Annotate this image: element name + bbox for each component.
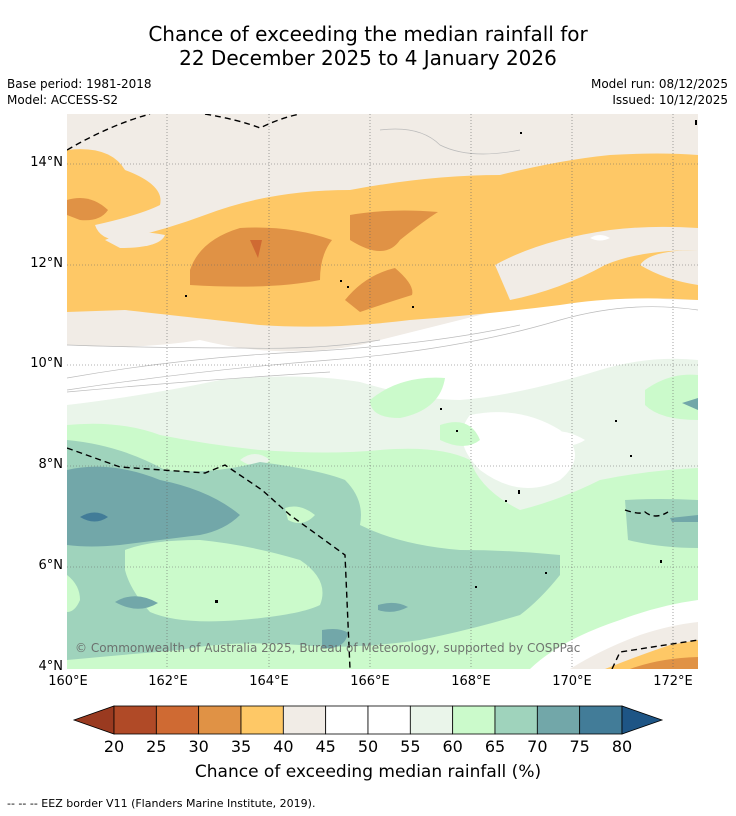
lat-label-4n: 4°N bbox=[38, 659, 64, 674]
colorbar-segment-30-35 bbox=[198, 705, 242, 735]
colorbar-tick-30: 30 bbox=[188, 737, 209, 756]
graticule bbox=[67, 114, 698, 669]
lat-label-10n: 10°N bbox=[30, 356, 63, 371]
colorbar-segment-25-30 bbox=[155, 705, 200, 735]
patch-75-80-a bbox=[80, 512, 108, 522]
map-title-line2: 22 December 2025 to 4 January 2026 bbox=[179, 46, 557, 70]
patch-70-75-a bbox=[67, 466, 240, 547]
lon-label-172e: 172°E bbox=[653, 674, 693, 689]
islands bbox=[185, 120, 697, 603]
colorbar-tick-50: 50 bbox=[357, 737, 379, 756]
colorbar-segment-65-70 bbox=[494, 705, 538, 735]
patch-25-30 bbox=[250, 240, 262, 258]
colorbar-segment-35-40 bbox=[240, 705, 284, 735]
colorbar-tick-55: 55 bbox=[400, 737, 421, 756]
colorbar-tick-60: 60 bbox=[442, 737, 463, 756]
patch-30-35-b bbox=[190, 227, 332, 287]
lon-label-164e: 164°E bbox=[249, 674, 289, 689]
lon-label-160e: 160°E bbox=[48, 674, 88, 689]
lon-label-162e: 162°E bbox=[148, 674, 188, 689]
colorbar-label: Chance of exceeding median rainfall (%) bbox=[194, 762, 542, 782]
copyright-watermark: © Commonwealth of Australia 2025, Bureau… bbox=[75, 641, 581, 655]
base-period: Base period: 1981-2018 bbox=[7, 77, 152, 91]
band-30-35-br bbox=[630, 657, 698, 669]
colorbar-tick-25: 25 bbox=[146, 737, 167, 756]
colorbar-tick-65: 65 bbox=[484, 737, 506, 756]
eez-footer: -- -- -- EEZ border V11 (Flanders Marine… bbox=[7, 797, 316, 810]
patch-70-75-c bbox=[378, 602, 408, 612]
colorbar-segment-20-25 bbox=[113, 705, 157, 735]
patch-70-75-d bbox=[322, 629, 348, 649]
colorbar-segment-40-45 bbox=[282, 705, 327, 735]
colorbar-arrow-low bbox=[72, 705, 115, 735]
lon-label-166e: 166°E bbox=[350, 674, 390, 689]
colorbar-segment-55-60 bbox=[409, 705, 454, 735]
lat-label-14n: 14°N bbox=[30, 155, 63, 170]
patch-30-35-d bbox=[345, 268, 413, 312]
patch-70-75-e bbox=[670, 515, 698, 522]
lat-label-12n: 12°N bbox=[30, 256, 63, 271]
patch-65-70-a bbox=[625, 499, 698, 548]
colorbar-segment-45-50 bbox=[325, 705, 369, 735]
colorbar-segment-75-80 bbox=[579, 705, 623, 735]
colorbar-segment-50-55 bbox=[367, 705, 411, 735]
patch-70-75-b bbox=[115, 596, 158, 609]
colorbar-tick-45: 45 bbox=[315, 737, 336, 756]
lat-label-6n: 6°N bbox=[38, 558, 64, 573]
patch-30-35-c bbox=[350, 210, 438, 251]
colorbar-tick-40: 40 bbox=[273, 737, 294, 756]
colorbar-tick-70: 70 bbox=[527, 737, 548, 756]
contour-lines bbox=[67, 128, 698, 393]
patch-60-65-a bbox=[370, 377, 445, 418]
colorbar bbox=[72, 705, 664, 735]
hole-white-c bbox=[535, 431, 585, 447]
hole-white-a bbox=[590, 235, 610, 241]
issued-date: Issued: 10/12/2025 bbox=[612, 93, 728, 107]
colorbar-tick-80: 80 bbox=[611, 737, 633, 756]
patch-30-35-a bbox=[67, 197, 108, 221]
colorbar-arrow-high bbox=[621, 705, 664, 735]
patch-60-65-c bbox=[645, 374, 698, 420]
lon-label-170e: 170°E bbox=[552, 674, 592, 689]
hole-60-65-b bbox=[285, 506, 315, 524]
hole-60-65-a bbox=[125, 540, 323, 622]
colorbar-tick-20: 20 bbox=[103, 737, 125, 756]
colorbar-segment-60-65 bbox=[452, 705, 496, 735]
colorbar-segment-70-75 bbox=[536, 705, 581, 735]
hole-60-65-c bbox=[67, 575, 80, 612]
lon-label-168e: 168°E bbox=[451, 674, 491, 689]
colorbar-tick-35: 35 bbox=[230, 737, 252, 756]
model-run: Model run: 08/12/2025 bbox=[590, 77, 728, 91]
meta-right: Model run: 08/12/2025 Issued: 10/12/2025 bbox=[591, 76, 728, 108]
model-name: Model: ACCESS-S2 bbox=[7, 93, 119, 107]
hole-white-b bbox=[462, 412, 575, 488]
meta-left: Base period: 1981-2018 Model: ACCESS-S2 bbox=[7, 76, 152, 108]
colorbar-tick-75: 75 bbox=[569, 737, 590, 756]
map-title-line1: Chance of exceeding the median rainfall … bbox=[148, 22, 588, 46]
patch-60-65-b bbox=[440, 422, 480, 446]
hole-40-45-a bbox=[105, 232, 165, 248]
hole-40-45-b bbox=[495, 226, 698, 300]
lat-label-8n: 8°N bbox=[38, 457, 64, 472]
patch-70-75-f bbox=[682, 398, 698, 410]
rainfall-map bbox=[67, 114, 698, 669]
eez-border bbox=[67, 114, 698, 669]
